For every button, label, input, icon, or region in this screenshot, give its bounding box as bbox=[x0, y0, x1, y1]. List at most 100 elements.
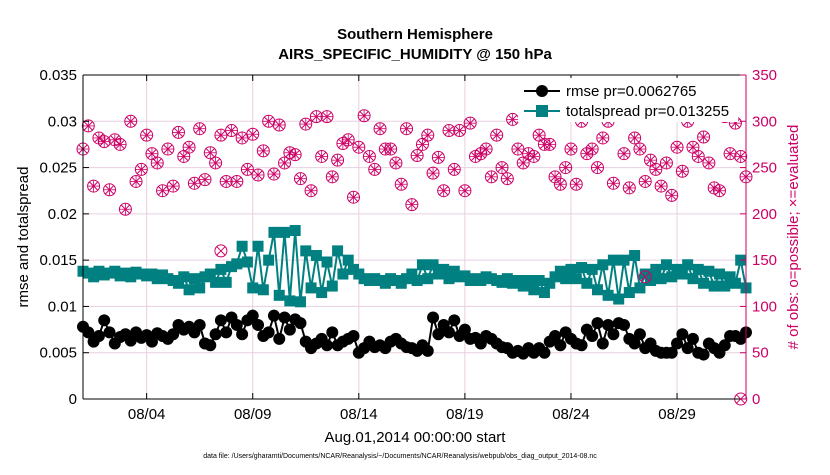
totalspread-point bbox=[650, 263, 662, 275]
totalspread-point bbox=[310, 250, 322, 262]
totalspread-point bbox=[88, 271, 100, 283]
left-axis-ticks: 0 0.005 0.01 0.015 0.02 0.025 0.03 0.035 bbox=[39, 67, 89, 408]
obs-point bbox=[113, 137, 127, 151]
obs-point bbox=[644, 153, 658, 167]
obs-point bbox=[527, 149, 541, 163]
obs-point bbox=[670, 140, 684, 154]
totalspread-point bbox=[544, 277, 556, 289]
totalspread-point bbox=[342, 254, 354, 266]
obs-point bbox=[161, 142, 175, 156]
obs-point bbox=[150, 156, 164, 170]
evaluated-marker-circle bbox=[638, 270, 652, 284]
rmse-point bbox=[628, 337, 641, 350]
totalspread-point bbox=[427, 259, 439, 271]
rmse-point bbox=[442, 326, 455, 339]
rmse-point bbox=[294, 317, 307, 330]
totalspread-point bbox=[188, 273, 200, 285]
totalspread-point bbox=[172, 277, 184, 289]
obs-point bbox=[633, 142, 647, 156]
obs-point bbox=[654, 179, 668, 193]
totalspread-point bbox=[517, 280, 529, 292]
rmse-point bbox=[193, 318, 206, 331]
right-tick-label: 100 bbox=[752, 298, 777, 315]
obs-point bbox=[246, 127, 260, 141]
obs-point bbox=[702, 156, 716, 170]
rmse-point bbox=[697, 348, 710, 361]
obs-point bbox=[156, 184, 170, 198]
rmse-point bbox=[98, 314, 111, 327]
obs-point bbox=[145, 147, 159, 161]
rmse-point bbox=[278, 311, 291, 324]
evaluated-marker-cross bbox=[216, 246, 226, 256]
obs-point bbox=[686, 140, 700, 154]
rmse-point bbox=[575, 339, 588, 352]
y-axis-left-label: rmse and totalspread bbox=[15, 167, 32, 308]
obs-point bbox=[389, 156, 403, 170]
obs-point bbox=[299, 117, 313, 131]
totalspread-point bbox=[581, 277, 593, 289]
left-tick-label: 0.015 bbox=[39, 252, 77, 269]
right-tick-label: 300 bbox=[752, 113, 777, 130]
totalspread-point bbox=[210, 276, 222, 288]
totalspread-point bbox=[305, 282, 317, 294]
obs-point bbox=[463, 116, 477, 130]
totalspread-point bbox=[666, 271, 678, 283]
obs-point bbox=[516, 156, 530, 170]
obs-point bbox=[278, 156, 292, 170]
totalspread-point bbox=[194, 282, 206, 294]
rmse-point bbox=[432, 328, 445, 341]
rmse-point bbox=[607, 328, 620, 341]
rmse-series bbox=[77, 309, 752, 361]
right-tick-label: 50 bbox=[752, 345, 769, 362]
obs-point bbox=[691, 149, 705, 163]
totalspread-point bbox=[528, 284, 540, 296]
totalspread-point bbox=[682, 259, 694, 271]
totalspread-point bbox=[602, 289, 614, 301]
obs-point bbox=[734, 149, 748, 163]
totalspread-point bbox=[406, 268, 418, 280]
totalspread-point bbox=[438, 263, 450, 275]
obs-point bbox=[474, 147, 488, 161]
totalspread-point bbox=[183, 284, 195, 296]
obs-point bbox=[590, 161, 604, 175]
obs-point bbox=[622, 181, 636, 195]
rmse-point bbox=[326, 326, 339, 339]
totalspread-point bbox=[618, 254, 630, 266]
rmse-point bbox=[267, 309, 280, 322]
rmse-point bbox=[591, 317, 604, 330]
totalspread-point bbox=[639, 268, 651, 280]
obs-point bbox=[548, 170, 562, 184]
totalspread-point bbox=[326, 280, 338, 292]
obs-point bbox=[484, 170, 498, 184]
obs-point bbox=[171, 125, 185, 139]
y-axis-right-label: # of obs: o=possible; ×=evaluated bbox=[785, 125, 802, 350]
left-tick-label: 0.005 bbox=[39, 345, 77, 362]
rmse-point bbox=[596, 337, 609, 350]
obs-point bbox=[606, 176, 620, 190]
series-layer bbox=[76, 105, 753, 406]
obs-point bbox=[81, 119, 95, 133]
rmse-point bbox=[681, 342, 694, 355]
obs-point bbox=[203, 146, 217, 160]
totalspread-point bbox=[178, 271, 190, 283]
totalspread-point bbox=[204, 268, 216, 280]
data-file-footnote: data file: /Users/gharamti/Documents/NCA… bbox=[203, 453, 597, 460]
legend-rmse-marker bbox=[536, 85, 548, 97]
obs-point bbox=[87, 179, 101, 193]
left-tick-label: 0.03 bbox=[48, 113, 77, 130]
obs-point bbox=[490, 128, 504, 142]
obs-point bbox=[410, 149, 424, 163]
totalspread-point bbox=[613, 293, 625, 305]
obs-point bbox=[394, 177, 408, 191]
totalspread-point bbox=[576, 262, 588, 274]
totalspread-point bbox=[560, 273, 572, 285]
obs-point bbox=[129, 174, 143, 188]
rmse-point bbox=[347, 330, 360, 343]
totalspread-point bbox=[268, 226, 280, 238]
obs-point bbox=[495, 161, 509, 175]
totalspread-point bbox=[241, 256, 253, 268]
obs-point bbox=[320, 110, 334, 124]
totalspread-point bbox=[591, 284, 603, 296]
obs-point bbox=[723, 147, 737, 161]
